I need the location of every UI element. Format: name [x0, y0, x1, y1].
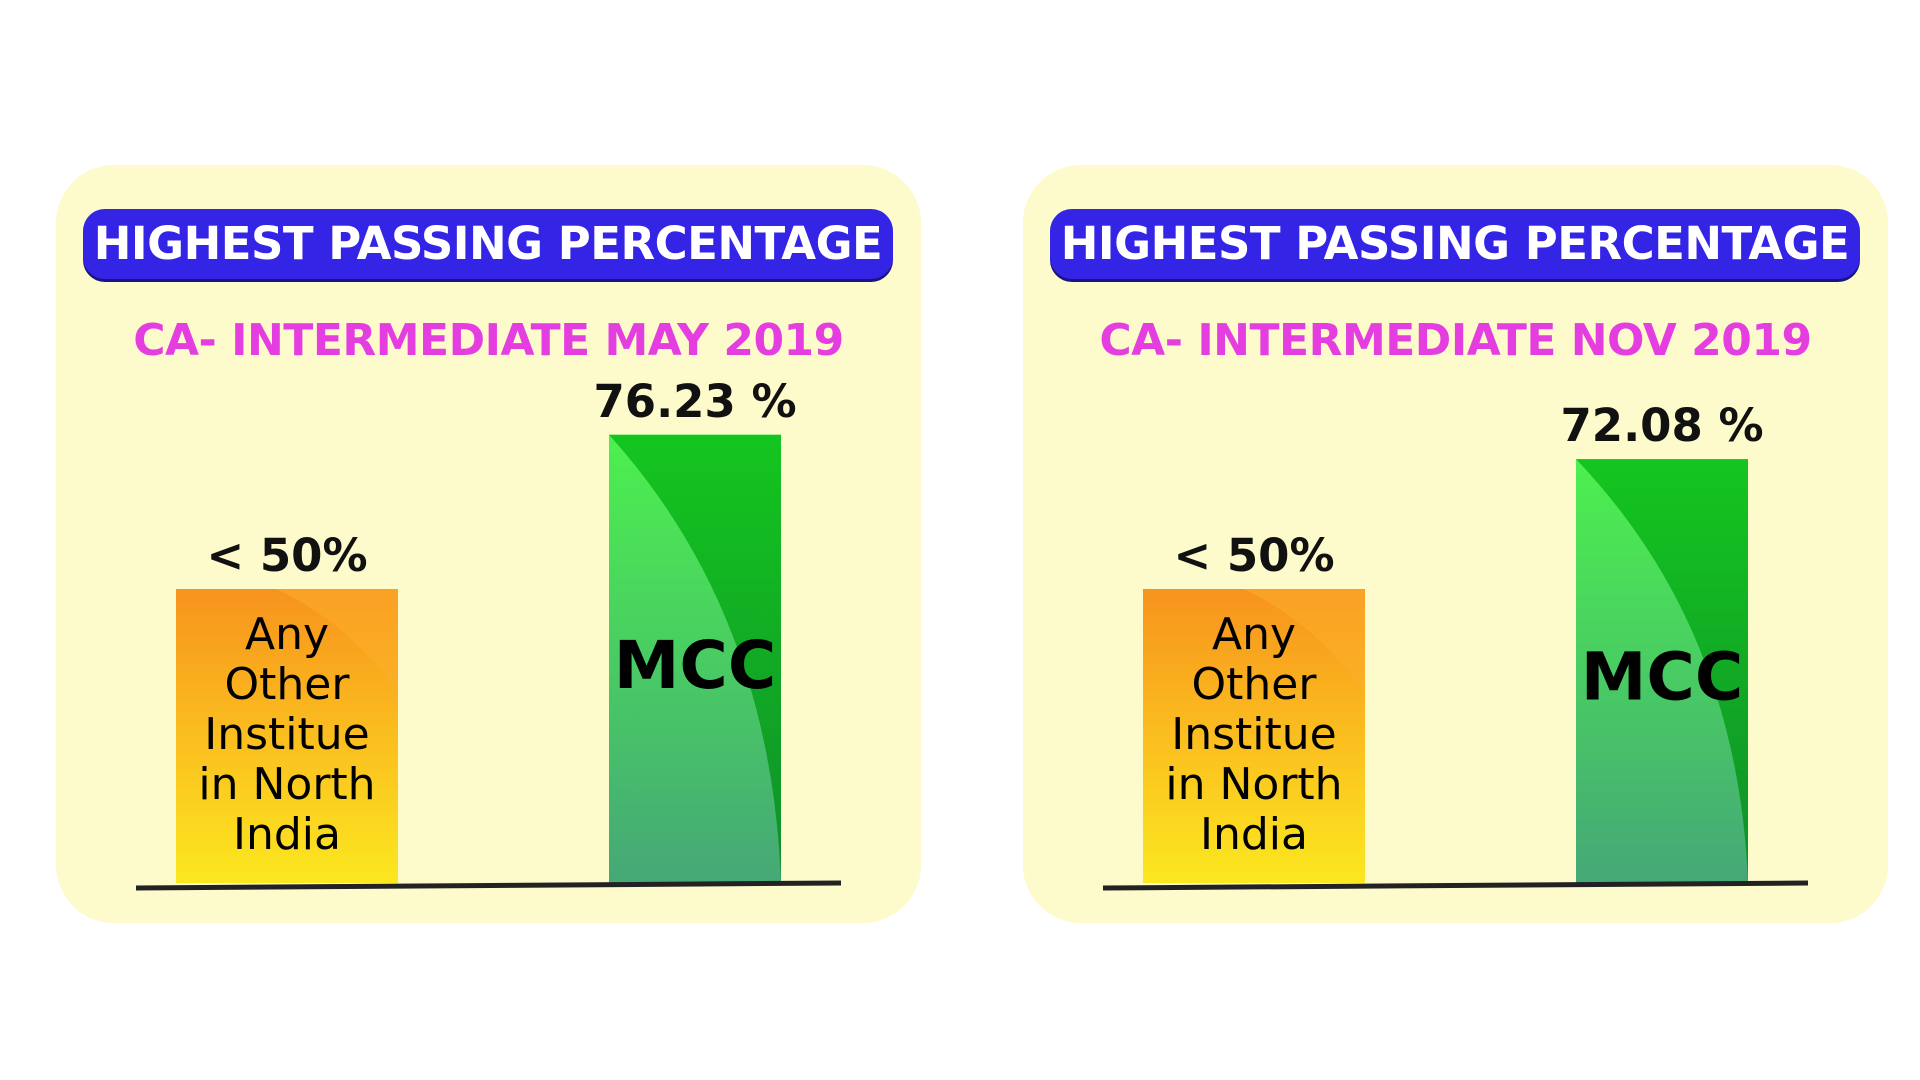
- bar-sheen: [1242, 589, 1365, 692]
- category-label-line: Any: [1212, 609, 1296, 660]
- bar-sheen: [275, 589, 398, 692]
- category-label-line: Any: [245, 609, 329, 660]
- x-axis-baseline: [135, 880, 842, 891]
- data-label: 72.08 %: [1560, 399, 1763, 452]
- data-label: 76.23 %: [593, 375, 796, 428]
- chart-subtitle: CA- INTERMEDIATE NOV 2019: [1099, 315, 1812, 366]
- category-label: MCC: [614, 627, 777, 704]
- category-label-line: India: [233, 809, 341, 860]
- data-label: < 50%: [1173, 529, 1334, 582]
- category-label-line: in North: [198, 759, 375, 810]
- chart-subtitle: CA- INTERMEDIATE MAY 2019: [133, 315, 844, 366]
- chart-title: HIGHEST PASSING PERCENTAGE: [1050, 209, 1860, 279]
- data-label: < 50%: [206, 529, 367, 582]
- category-label-line: Other: [225, 659, 351, 710]
- category-label-line: Institue: [1171, 709, 1336, 760]
- category-label-line: Other: [1192, 659, 1318, 710]
- category-label-line: India: [1200, 809, 1308, 860]
- chart-panel-may-2019: HIGHEST PASSING PERCENTAGE CA- INTERMEDI…: [56, 165, 921, 923]
- chart-title: HIGHEST PASSING PERCENTAGE: [83, 209, 893, 279]
- bar-shade: [1576, 459, 1748, 883]
- category-label-line: Institue: [204, 709, 369, 760]
- category-label: MCC: [1581, 639, 1744, 716]
- bar-shade: [609, 434, 781, 883]
- chart-panel-nov-2019: HIGHEST PASSING PERCENTAGE CA- INTERMEDI…: [1023, 165, 1888, 923]
- x-axis-baseline: [1102, 880, 1809, 891]
- category-label-line: in North: [1165, 759, 1342, 810]
